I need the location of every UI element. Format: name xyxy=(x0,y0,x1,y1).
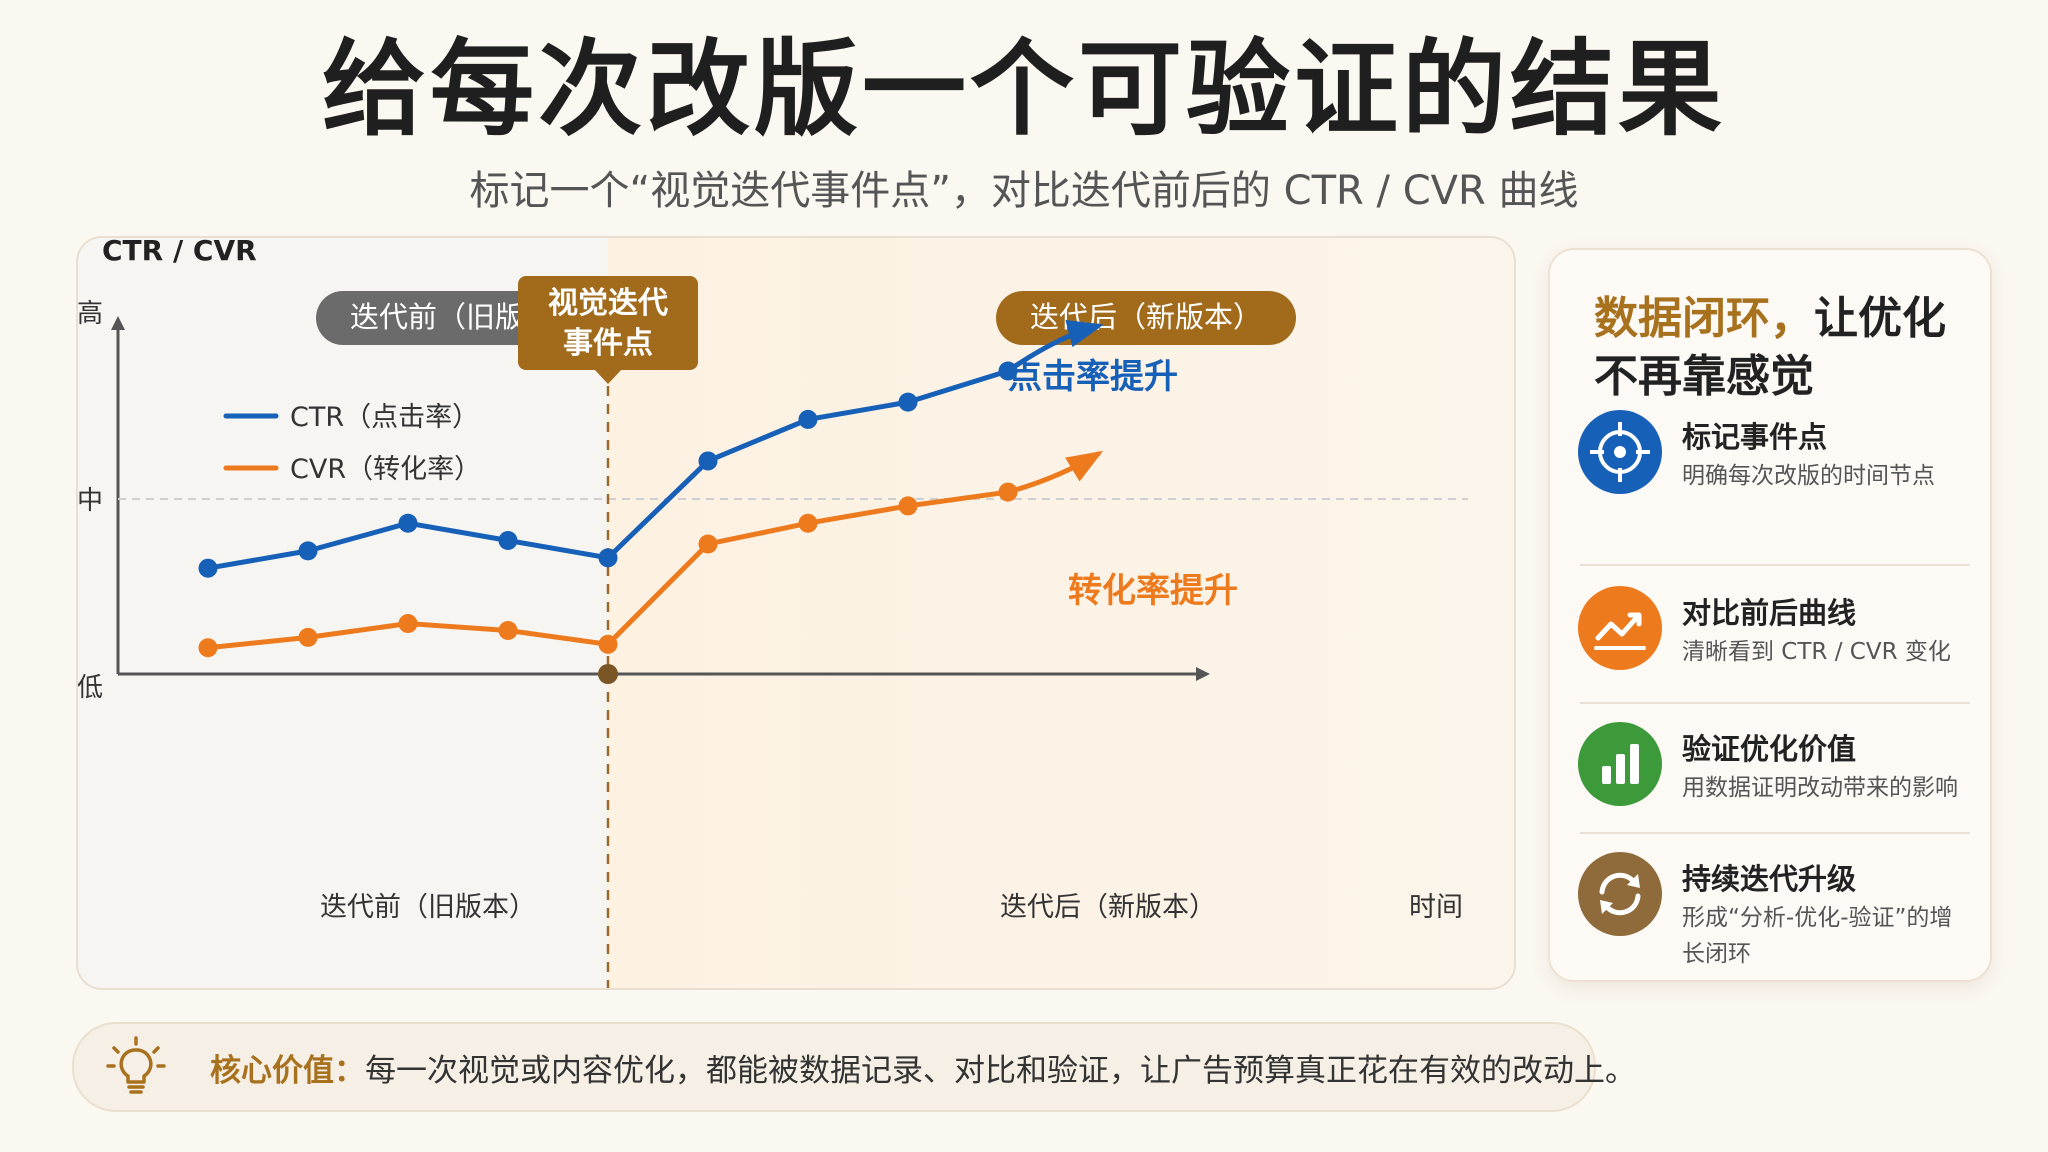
sidebar-card: 数据闭环，让优化不再靠感觉 标记事件点 明确每次改版的时间节点 对比前后曲线 清… xyxy=(1548,248,1992,982)
feature-item-validate-value: 验证优化价值 用数据证明改动带来的影响 xyxy=(1578,722,1968,846)
y-tick-label: 高 xyxy=(78,299,103,329)
cvr-data-point xyxy=(598,634,618,654)
cvr-data-point xyxy=(198,638,218,658)
sidebar-title-accent: 数据闭环， xyxy=(1594,293,1814,344)
ctr-data-point xyxy=(298,541,318,561)
sidebar-title-rest: 让优化不再靠感觉 xyxy=(1594,293,1946,402)
cvr-data-point xyxy=(898,496,918,516)
feature-divider xyxy=(1580,832,1970,834)
y-tick-label: 中 xyxy=(78,486,103,516)
trend-arrow-head xyxy=(1065,450,1104,482)
core-value-body: 每一次视觉或内容优化，都能被数据记录、对比和验证，让广告预算真正花在有效的改动上… xyxy=(365,1053,1636,1089)
feature-title: 持续迭代升级 xyxy=(1682,862,1857,896)
feature-item-compare-curves: 对比前后曲线 清晰看到 CTR / CVR 变化 xyxy=(1578,586,1968,710)
target-icon xyxy=(1578,410,1662,494)
feature-title: 标记事件点 xyxy=(1682,420,1828,454)
annotation-ctr-lift: 点击率提升 xyxy=(1008,357,1178,397)
y-tick-label: 低 xyxy=(78,673,103,703)
annotation-cvr-lift: 转化率提升 xyxy=(1068,571,1238,611)
cvr-data-point xyxy=(498,620,518,640)
sidebar-title: 数据闭环，让优化不再靠感觉 xyxy=(1594,290,1974,406)
page-title: 给每次改版一个可验证的结果 xyxy=(321,28,1726,150)
bar-chart-icon xyxy=(1578,722,1662,806)
ctr-data-point xyxy=(398,513,418,533)
feature-divider xyxy=(1580,702,1970,704)
x-axis-label: 时间 xyxy=(1409,892,1463,923)
cvr-data-point xyxy=(298,627,318,647)
event-marker-label: 事件点 xyxy=(563,326,653,361)
event-marker-pointer xyxy=(594,369,622,384)
core-value-bar: 核心价值：每一次视觉或内容优化，都能被数据记录、对比和验证，让广告预算真正花在有… xyxy=(72,1022,1636,1112)
ctr-data-point xyxy=(198,558,218,578)
event-marker-box xyxy=(518,276,698,370)
feature-desc: 明确每次改版的时间节点 xyxy=(1682,463,1935,489)
legend-label: CVR（转化率） xyxy=(290,454,481,485)
cvr-data-point xyxy=(998,482,1018,502)
ctr-data-point xyxy=(798,409,818,429)
ctr-data-point xyxy=(598,548,618,568)
feature-desc: 用数据证明改动带来的影响 xyxy=(1682,775,1958,801)
event-marker-label: 视觉迭代 xyxy=(548,286,668,321)
x-label-before: 迭代前（旧版本） xyxy=(320,892,536,923)
feature-desc: 形成“分析-优化-验证”的增长闭环 xyxy=(1682,905,1953,967)
legend-label: CTR（点击率） xyxy=(290,402,479,433)
lightbulb-icon xyxy=(106,1036,166,1094)
feature-divider xyxy=(1580,564,1970,566)
feature-title: 验证优化价值 xyxy=(1682,732,1857,766)
x-axis-arrow xyxy=(1196,667,1210,681)
core-value-text: 核心价值：每一次视觉或内容优化，都能被数据记录、对比和验证，让广告预算真正花在有… xyxy=(210,1045,1636,1090)
refresh-cycle-icon xyxy=(1578,852,1662,936)
cvr-data-point xyxy=(798,513,818,533)
ctr-data-point xyxy=(998,361,1018,381)
after-phase-background xyxy=(608,238,1514,988)
feature-desc: 清晰看到 CTR / CVR 变化 xyxy=(1682,639,1951,665)
ctr-data-point xyxy=(698,451,718,471)
cvr-data-point xyxy=(398,614,418,634)
y-axis-label: CTR / CVR xyxy=(102,238,257,267)
core-value-label: 核心价值： xyxy=(210,1053,365,1089)
x-label-after: 迭代后（新版本） xyxy=(1000,892,1216,923)
ctr-data-point xyxy=(498,531,518,551)
chart-card: 高中低 CTR / CVR 迭代前（旧版本） 迭代后（新版本） 时间 迭代前（旧版本） 迭代… xyxy=(76,236,1516,990)
y-axis-arrow xyxy=(111,316,125,330)
feature-item-mark-event: 标记事件点 明确每次改版的时间节点 xyxy=(1578,410,1968,534)
ctr-data-point xyxy=(898,392,918,412)
event-marker-dot xyxy=(598,664,618,684)
trend-chart-icon xyxy=(1578,586,1662,670)
cvr-data-point xyxy=(698,534,718,554)
phase-label-after: 迭代后（新版本） xyxy=(1030,300,1262,334)
trend-arrow-head xyxy=(1065,319,1104,348)
page-subtitle: 标记一个“视觉迭代事件点”，对比迭代前后的 CTR / CVR 曲线 xyxy=(469,168,1579,214)
feature-title: 对比前后曲线 xyxy=(1682,596,1857,630)
feature-item-continuous-iteration: 持续迭代升级 形成“分析-优化-验证”的增长闭环 xyxy=(1578,852,1968,976)
